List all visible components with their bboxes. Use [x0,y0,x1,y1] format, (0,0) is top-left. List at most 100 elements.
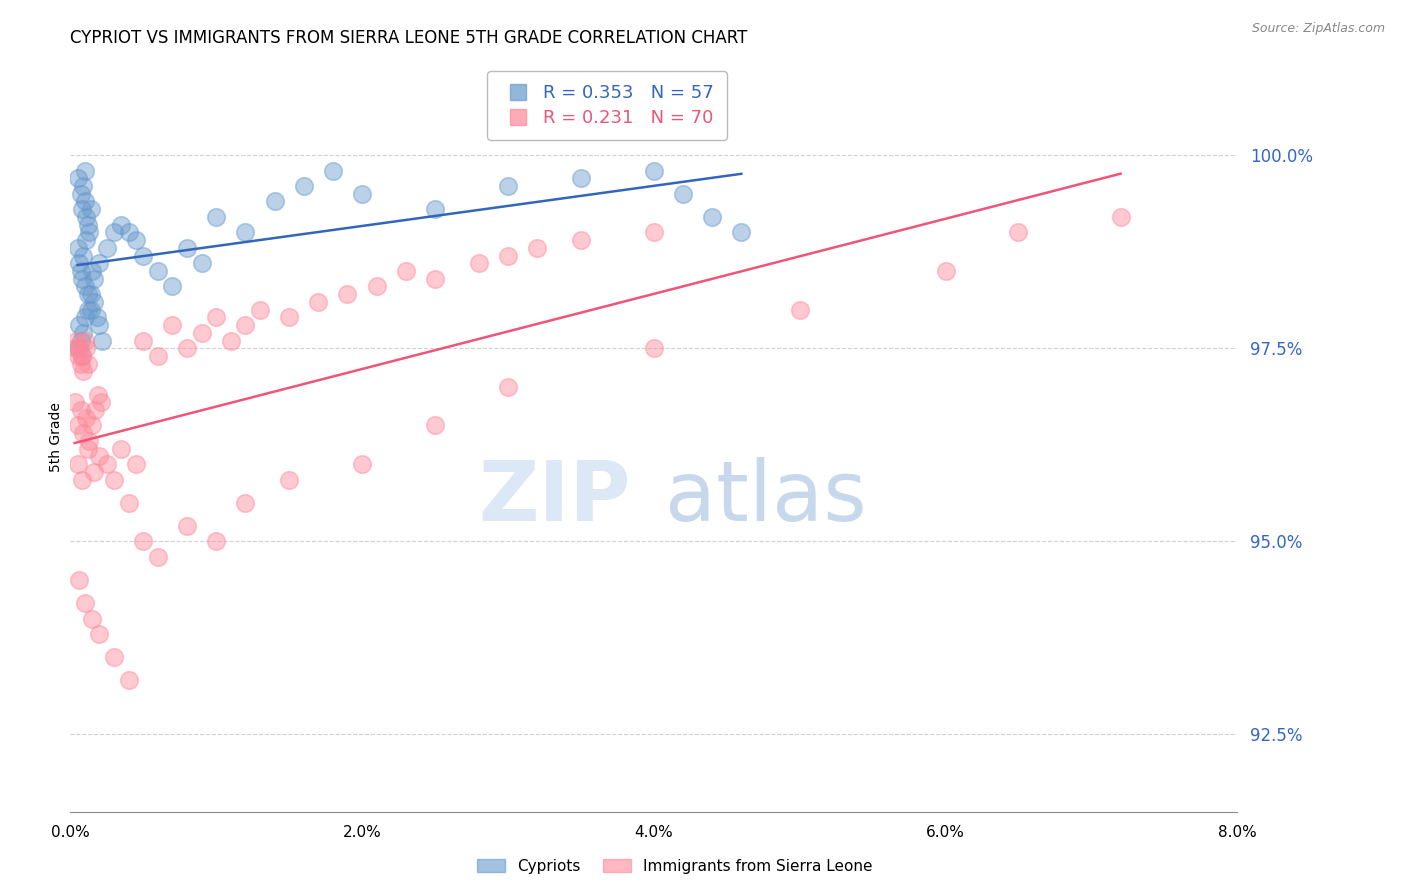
Legend: R = 0.353   N = 57, R = 0.231   N = 70: R = 0.353 N = 57, R = 0.231 N = 70 [488,71,727,140]
Point [118,673,141,688]
Point [730,226,752,240]
Point [496,248,519,262]
Text: ZIP: ZIP [478,457,630,538]
Point [63,341,86,355]
Point [176,519,198,533]
Point [72,364,94,378]
Legend: Cypriots, Immigrants from Sierra Leone: Cypriots, Immigrants from Sierra Leone [471,853,879,880]
Point [307,294,329,309]
Point [77,226,100,240]
Point [67,256,90,270]
Point [118,496,141,510]
Point [66,349,89,363]
Point [96,241,118,255]
Point [352,457,374,471]
Point [233,226,256,240]
Point [467,256,491,270]
Point [219,334,242,348]
Point [132,248,155,262]
Point [569,233,592,247]
Point [80,287,103,301]
Point [70,473,93,487]
Point [70,349,93,363]
Point [80,202,103,217]
Point [162,318,184,332]
Point [132,334,155,348]
Point [72,426,94,441]
Point [526,241,548,255]
Point [72,179,94,194]
Text: Source: ZipAtlas.com: Source: ZipAtlas.com [1251,22,1385,36]
Point [69,357,91,371]
Point [69,186,91,201]
Point [366,279,388,293]
Text: atlas: atlas [665,457,868,538]
Point [63,395,86,409]
Point [69,334,91,348]
Point [67,341,90,355]
Point [83,465,105,479]
Point [82,418,104,433]
Point [73,194,96,209]
Point [82,264,104,278]
Point [70,271,93,285]
Point [263,194,285,209]
Point [91,334,114,348]
Point [103,226,125,240]
Point [69,264,91,278]
Point [67,573,90,587]
Point [89,318,111,332]
Point [352,186,374,201]
Point [496,179,519,194]
Point [90,395,112,409]
Point [66,457,89,471]
Point [83,271,105,285]
Point [643,341,665,355]
Point [67,318,90,332]
Point [73,334,96,348]
Point [1007,226,1029,240]
Point [73,279,96,293]
Point [205,210,228,224]
Point [278,310,301,325]
Point [176,341,198,355]
Point [84,403,107,417]
Point [86,310,108,325]
Point [322,163,344,178]
Point [75,410,97,425]
Point [233,318,256,332]
Point [249,302,271,317]
Point [176,241,198,255]
Point [76,442,98,456]
Point [672,186,695,201]
Point [70,202,93,217]
Point [69,403,91,417]
Point [76,287,98,301]
Point [146,264,169,278]
Point [162,279,184,293]
Point [76,357,98,371]
Point [77,434,100,448]
Point [110,218,132,232]
Point [66,418,89,433]
Point [146,549,169,564]
Point [233,496,256,510]
Point [118,226,141,240]
Point [496,380,519,394]
Point [73,310,96,325]
Point [65,334,87,348]
Point [87,387,110,401]
Point [336,287,359,301]
Point [125,233,148,247]
Point [190,256,212,270]
Point [103,650,125,665]
Point [76,218,98,232]
Point [423,418,446,433]
Point [643,163,665,178]
Point [73,596,96,610]
Point [75,233,97,247]
Point [132,534,155,549]
Point [278,473,301,487]
Point [292,179,315,194]
Point [569,171,592,186]
